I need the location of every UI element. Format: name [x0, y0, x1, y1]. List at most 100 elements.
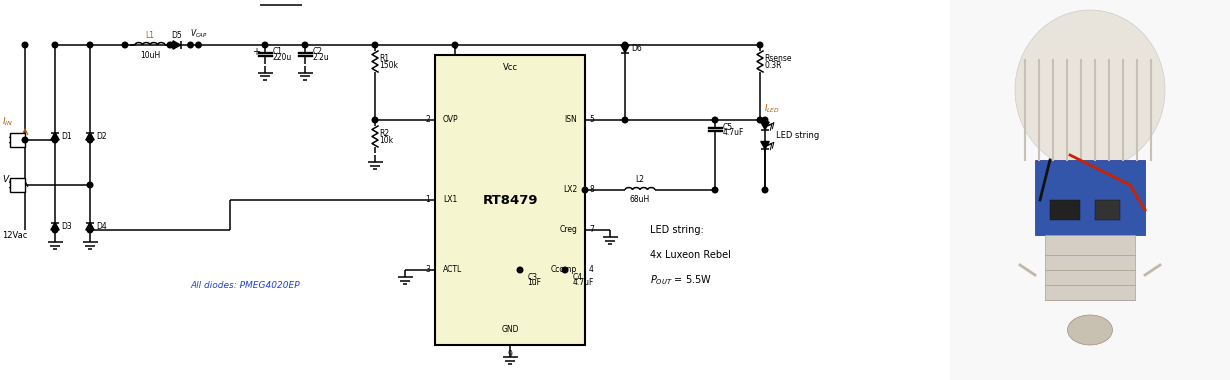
Polygon shape	[761, 122, 769, 130]
Bar	[1050, 200, 1080, 220]
Text: 6: 6	[453, 42, 458, 51]
Text: D3: D3	[62, 222, 71, 231]
Circle shape	[170, 42, 176, 48]
Text: GND: GND	[502, 326, 519, 334]
Circle shape	[763, 187, 768, 193]
Text: All diodes: PMEG4020EP: All diodes: PMEG4020EP	[189, 280, 300, 290]
Text: 4: 4	[589, 266, 594, 274]
Circle shape	[517, 267, 523, 273]
Circle shape	[712, 117, 718, 123]
Text: $I_{IN}$: $I_{IN}$	[2, 116, 14, 128]
Text: R2: R2	[380, 129, 390, 138]
Text: C3: C3	[528, 272, 538, 282]
Circle shape	[622, 42, 627, 48]
Text: LX2: LX2	[563, 185, 577, 195]
Circle shape	[188, 42, 193, 48]
Polygon shape	[761, 141, 769, 149]
Bar	[1034, 160, 1145, 235]
Text: ISN: ISN	[565, 116, 577, 125]
Polygon shape	[86, 133, 95, 140]
Text: C1: C1	[273, 48, 283, 57]
Circle shape	[373, 42, 378, 48]
Bar	[950, 0, 1230, 380]
Circle shape	[52, 42, 58, 48]
Text: $P_{OUT}$ = 5.5W: $P_{OUT}$ = 5.5W	[649, 273, 712, 287]
Text: LED string:: LED string:	[649, 225, 704, 235]
Text: +: +	[252, 47, 260, 57]
Ellipse shape	[1015, 10, 1165, 170]
Text: 68uH: 68uH	[630, 195, 651, 204]
Text: LED string: LED string	[776, 130, 819, 139]
Circle shape	[87, 227, 92, 233]
Polygon shape	[86, 223, 95, 230]
Text: 4.7uF: 4.7uF	[722, 128, 744, 137]
Bar	[1046, 235, 1135, 300]
Bar	[10, 178, 25, 192]
Text: 10k: 10k	[380, 136, 394, 146]
Circle shape	[52, 227, 58, 233]
Text: L2: L2	[636, 176, 645, 185]
Text: ACTL: ACTL	[443, 266, 462, 274]
Text: C4: C4	[572, 272, 583, 282]
Text: L1: L1	[145, 30, 155, 40]
Text: $I_{LED}$: $I_{LED}$	[764, 103, 780, 115]
Text: D5: D5	[171, 30, 182, 40]
Text: D2: D2	[96, 132, 107, 141]
Text: $V_{IN}$: $V_{IN}$	[2, 174, 17, 186]
Circle shape	[52, 137, 58, 143]
Text: 12Vac: 12Vac	[2, 231, 27, 239]
Circle shape	[87, 137, 92, 143]
Text: OVP: OVP	[443, 116, 459, 125]
Circle shape	[87, 182, 92, 188]
Text: 10uH: 10uH	[140, 51, 160, 60]
Text: Rsense: Rsense	[765, 54, 792, 63]
Circle shape	[758, 117, 763, 123]
Text: 2: 2	[426, 116, 430, 125]
Polygon shape	[50, 133, 59, 140]
Text: Ccomp: Ccomp	[551, 266, 577, 274]
Text: C2: C2	[312, 48, 322, 57]
Circle shape	[303, 42, 308, 48]
Circle shape	[622, 117, 627, 123]
Text: 150k: 150k	[380, 62, 399, 71]
Circle shape	[87, 42, 92, 48]
Polygon shape	[50, 223, 59, 230]
FancyBboxPatch shape	[435, 55, 585, 345]
Text: 4x Luxeon Rebel: 4x Luxeon Rebel	[649, 250, 731, 260]
Circle shape	[453, 42, 458, 48]
Circle shape	[758, 42, 763, 48]
Circle shape	[167, 42, 172, 48]
Text: C5: C5	[722, 122, 733, 131]
Circle shape	[712, 187, 718, 193]
Text: RT8479: RT8479	[482, 193, 538, 206]
Text: D4: D4	[96, 222, 107, 231]
Circle shape	[763, 117, 768, 123]
Text: 5: 5	[589, 116, 594, 125]
Text: 1uF: 1uF	[528, 278, 541, 287]
Polygon shape	[621, 45, 630, 52]
Circle shape	[373, 117, 378, 123]
Circle shape	[196, 42, 202, 48]
Text: Creg: Creg	[560, 225, 577, 234]
Text: $V_{CAP}$: $V_{CAP}$	[189, 27, 208, 40]
Ellipse shape	[1068, 315, 1112, 345]
Text: D6: D6	[631, 44, 642, 53]
Circle shape	[122, 42, 128, 48]
Text: 8: 8	[589, 185, 594, 195]
Text: D1: D1	[62, 132, 71, 141]
Circle shape	[262, 42, 268, 48]
Text: 1: 1	[426, 195, 430, 204]
Circle shape	[582, 187, 588, 193]
Circle shape	[22, 42, 28, 48]
Text: LX1: LX1	[443, 195, 458, 204]
Polygon shape	[173, 41, 181, 49]
Text: 9: 9	[508, 350, 513, 359]
Circle shape	[22, 137, 28, 143]
Text: R1: R1	[380, 54, 390, 63]
Circle shape	[562, 267, 568, 273]
Text: 0.3R: 0.3R	[765, 62, 782, 71]
Bar	[1095, 200, 1121, 220]
Text: Vcc: Vcc	[503, 63, 518, 73]
Bar	[10, 133, 25, 147]
Text: 4.7uF: 4.7uF	[572, 278, 594, 287]
